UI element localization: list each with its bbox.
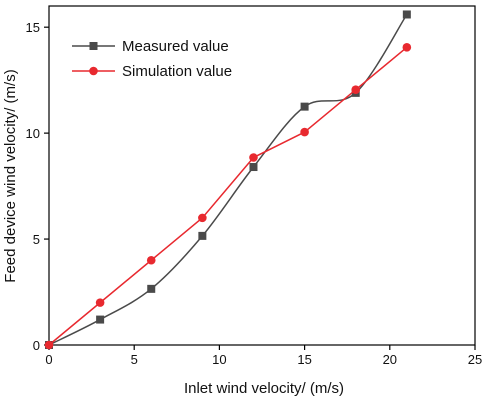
x-axis-title: Inlet wind velocity/ (m/s) xyxy=(184,380,344,397)
data-point xyxy=(198,231,207,240)
x-axis-ticks: 0 5 10 15 20 25 xyxy=(45,345,482,367)
legend: Measured value Simulation value xyxy=(72,38,232,80)
y-tick-label: 10 xyxy=(26,126,40,141)
y-tick-label: 5 xyxy=(33,232,40,247)
data-point xyxy=(147,284,156,293)
y-tick-label: 15 xyxy=(26,20,40,35)
data-point xyxy=(198,213,207,223)
y-axis-ticks: 0 5 10 15 xyxy=(26,20,49,353)
data-point xyxy=(44,340,54,350)
legend-marker xyxy=(89,66,98,76)
data-point xyxy=(351,85,361,94)
x-tick-label: 20 xyxy=(383,352,397,367)
x-tick-label: 25 xyxy=(468,352,482,367)
legend-label: Measured value xyxy=(122,38,229,55)
data-point xyxy=(95,298,105,307)
plot-area-border xyxy=(48,5,476,346)
y-axis-title: Feed device wind velocity/ (m/s) xyxy=(2,69,19,282)
data-point xyxy=(96,315,105,324)
x-tick-label: 0 xyxy=(45,352,52,367)
data-point xyxy=(402,10,411,19)
x-tick-label: 10 xyxy=(212,352,226,367)
plot-frame xyxy=(48,5,476,346)
data-point xyxy=(249,163,258,172)
legend-marker xyxy=(89,42,98,50)
x-tick-label: 15 xyxy=(297,352,311,367)
data-point xyxy=(249,153,258,162)
series-layer xyxy=(44,10,412,350)
data-point xyxy=(300,102,309,111)
x-tick-label: 5 xyxy=(131,352,138,367)
data-point xyxy=(300,127,309,137)
y-tick-label: 0 xyxy=(33,338,40,353)
data-point xyxy=(146,255,156,265)
series-simulation xyxy=(44,43,412,350)
series-measured xyxy=(45,10,411,349)
series-line xyxy=(48,46,408,346)
legend-label: Simulation value xyxy=(122,63,232,80)
data-point xyxy=(402,43,412,52)
